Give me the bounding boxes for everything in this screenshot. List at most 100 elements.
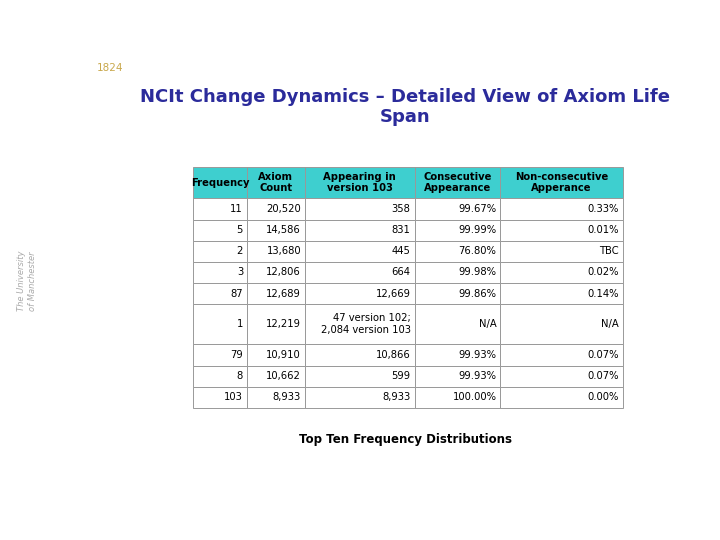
Bar	[305, 387, 415, 408]
Text: 1824: 1824	[96, 63, 123, 73]
Bar	[193, 241, 247, 262]
Text: Frequency: Frequency	[191, 178, 249, 187]
Text: 10,866: 10,866	[376, 350, 410, 360]
Bar	[500, 283, 623, 304]
Text: 0.00%: 0.00%	[588, 392, 619, 402]
Bar	[500, 304, 623, 345]
Bar	[305, 241, 415, 262]
Text: 445: 445	[392, 246, 410, 256]
Bar	[415, 262, 500, 283]
Text: 2: 2	[237, 246, 243, 256]
Bar	[193, 283, 247, 304]
Text: 8,933: 8,933	[273, 392, 301, 402]
Text: 599: 599	[392, 371, 410, 381]
Text: 100.00%: 100.00%	[453, 392, 497, 402]
Text: 0.07%: 0.07%	[588, 350, 619, 360]
Text: Top Ten Frequency Distributions: Top Ten Frequency Distributions	[299, 433, 512, 446]
Text: 0.01%: 0.01%	[588, 225, 619, 235]
Text: 20,520: 20,520	[266, 204, 301, 214]
Text: Axiom
Count: Axiom Count	[258, 172, 294, 193]
Text: 76.80%: 76.80%	[459, 246, 497, 256]
Bar	[305, 304, 415, 345]
Bar	[305, 366, 415, 387]
Text: 0.07%: 0.07%	[588, 371, 619, 381]
Text: 11: 11	[230, 204, 243, 214]
Text: 12,219: 12,219	[266, 319, 301, 329]
Bar	[305, 198, 415, 220]
Bar	[500, 387, 623, 408]
Text: The University
of Manchester: The University of Manchester	[17, 251, 37, 311]
Bar	[305, 345, 415, 366]
Text: 99.98%: 99.98%	[459, 267, 497, 278]
Bar	[193, 167, 247, 198]
Bar	[247, 241, 305, 262]
Text: 99.67%: 99.67%	[459, 204, 497, 214]
Bar	[247, 167, 305, 198]
Bar	[305, 220, 415, 241]
Bar	[415, 220, 500, 241]
Bar	[500, 366, 623, 387]
Text: 87: 87	[230, 288, 243, 299]
Bar	[247, 220, 305, 241]
Text: 47 version 102;
2,084 version 103: 47 version 102; 2,084 version 103	[320, 314, 410, 335]
Bar	[305, 167, 415, 198]
Bar	[305, 262, 415, 283]
Bar	[415, 387, 500, 408]
Bar	[500, 220, 623, 241]
Bar	[193, 198, 247, 220]
Text: N/A: N/A	[479, 319, 497, 329]
Bar	[193, 366, 247, 387]
Bar	[193, 220, 247, 241]
Text: 358: 358	[392, 204, 410, 214]
Text: 13,680: 13,680	[266, 246, 301, 256]
Text: 3: 3	[237, 267, 243, 278]
Text: 5: 5	[237, 225, 243, 235]
Bar	[415, 366, 500, 387]
Text: 831: 831	[392, 225, 410, 235]
Bar	[193, 387, 247, 408]
Bar	[500, 241, 623, 262]
Bar	[247, 198, 305, 220]
Text: 99.93%: 99.93%	[459, 350, 497, 360]
Bar	[415, 345, 500, 366]
Text: 664: 664	[392, 267, 410, 278]
Text: Consecutive
Appearance: Consecutive Appearance	[423, 172, 492, 193]
Text: 1: 1	[237, 319, 243, 329]
Bar	[193, 345, 247, 366]
Text: 103: 103	[224, 392, 243, 402]
Bar	[247, 345, 305, 366]
Bar	[193, 262, 247, 283]
Bar	[415, 198, 500, 220]
Bar	[500, 198, 623, 220]
Text: 0.14%: 0.14%	[588, 288, 619, 299]
Bar	[500, 262, 623, 283]
Text: 8: 8	[237, 371, 243, 381]
Text: 0.02%: 0.02%	[588, 267, 619, 278]
Bar	[247, 262, 305, 283]
Bar	[415, 304, 500, 345]
Text: 8,933: 8,933	[382, 392, 410, 402]
Text: TBC: TBC	[599, 246, 619, 256]
Bar	[500, 167, 623, 198]
Bar	[500, 345, 623, 366]
Text: 79: 79	[230, 350, 243, 360]
Bar	[305, 283, 415, 304]
Text: Span: Span	[380, 109, 431, 126]
Bar	[415, 241, 500, 262]
Text: 12,806: 12,806	[266, 267, 301, 278]
Text: 14,586: 14,586	[266, 225, 301, 235]
Bar	[415, 283, 500, 304]
Text: 12,669: 12,669	[376, 288, 410, 299]
Text: MANCHEsTER: MANCHEsTER	[61, 36, 158, 49]
Bar	[247, 304, 305, 345]
Bar	[415, 167, 500, 198]
Bar	[247, 387, 305, 408]
Bar	[193, 304, 247, 345]
Text: Non-consecutive
Apperance: Non-consecutive Apperance	[515, 172, 608, 193]
Text: 0.33%: 0.33%	[588, 204, 619, 214]
Text: N/A: N/A	[601, 319, 619, 329]
Text: 10,910: 10,910	[266, 350, 301, 360]
Text: NCIt Change Dynamics – Detailed View of Axiom Life: NCIt Change Dynamics – Detailed View of …	[140, 87, 670, 106]
Bar	[247, 283, 305, 304]
Text: Appearing in
version 103: Appearing in version 103	[323, 172, 396, 193]
